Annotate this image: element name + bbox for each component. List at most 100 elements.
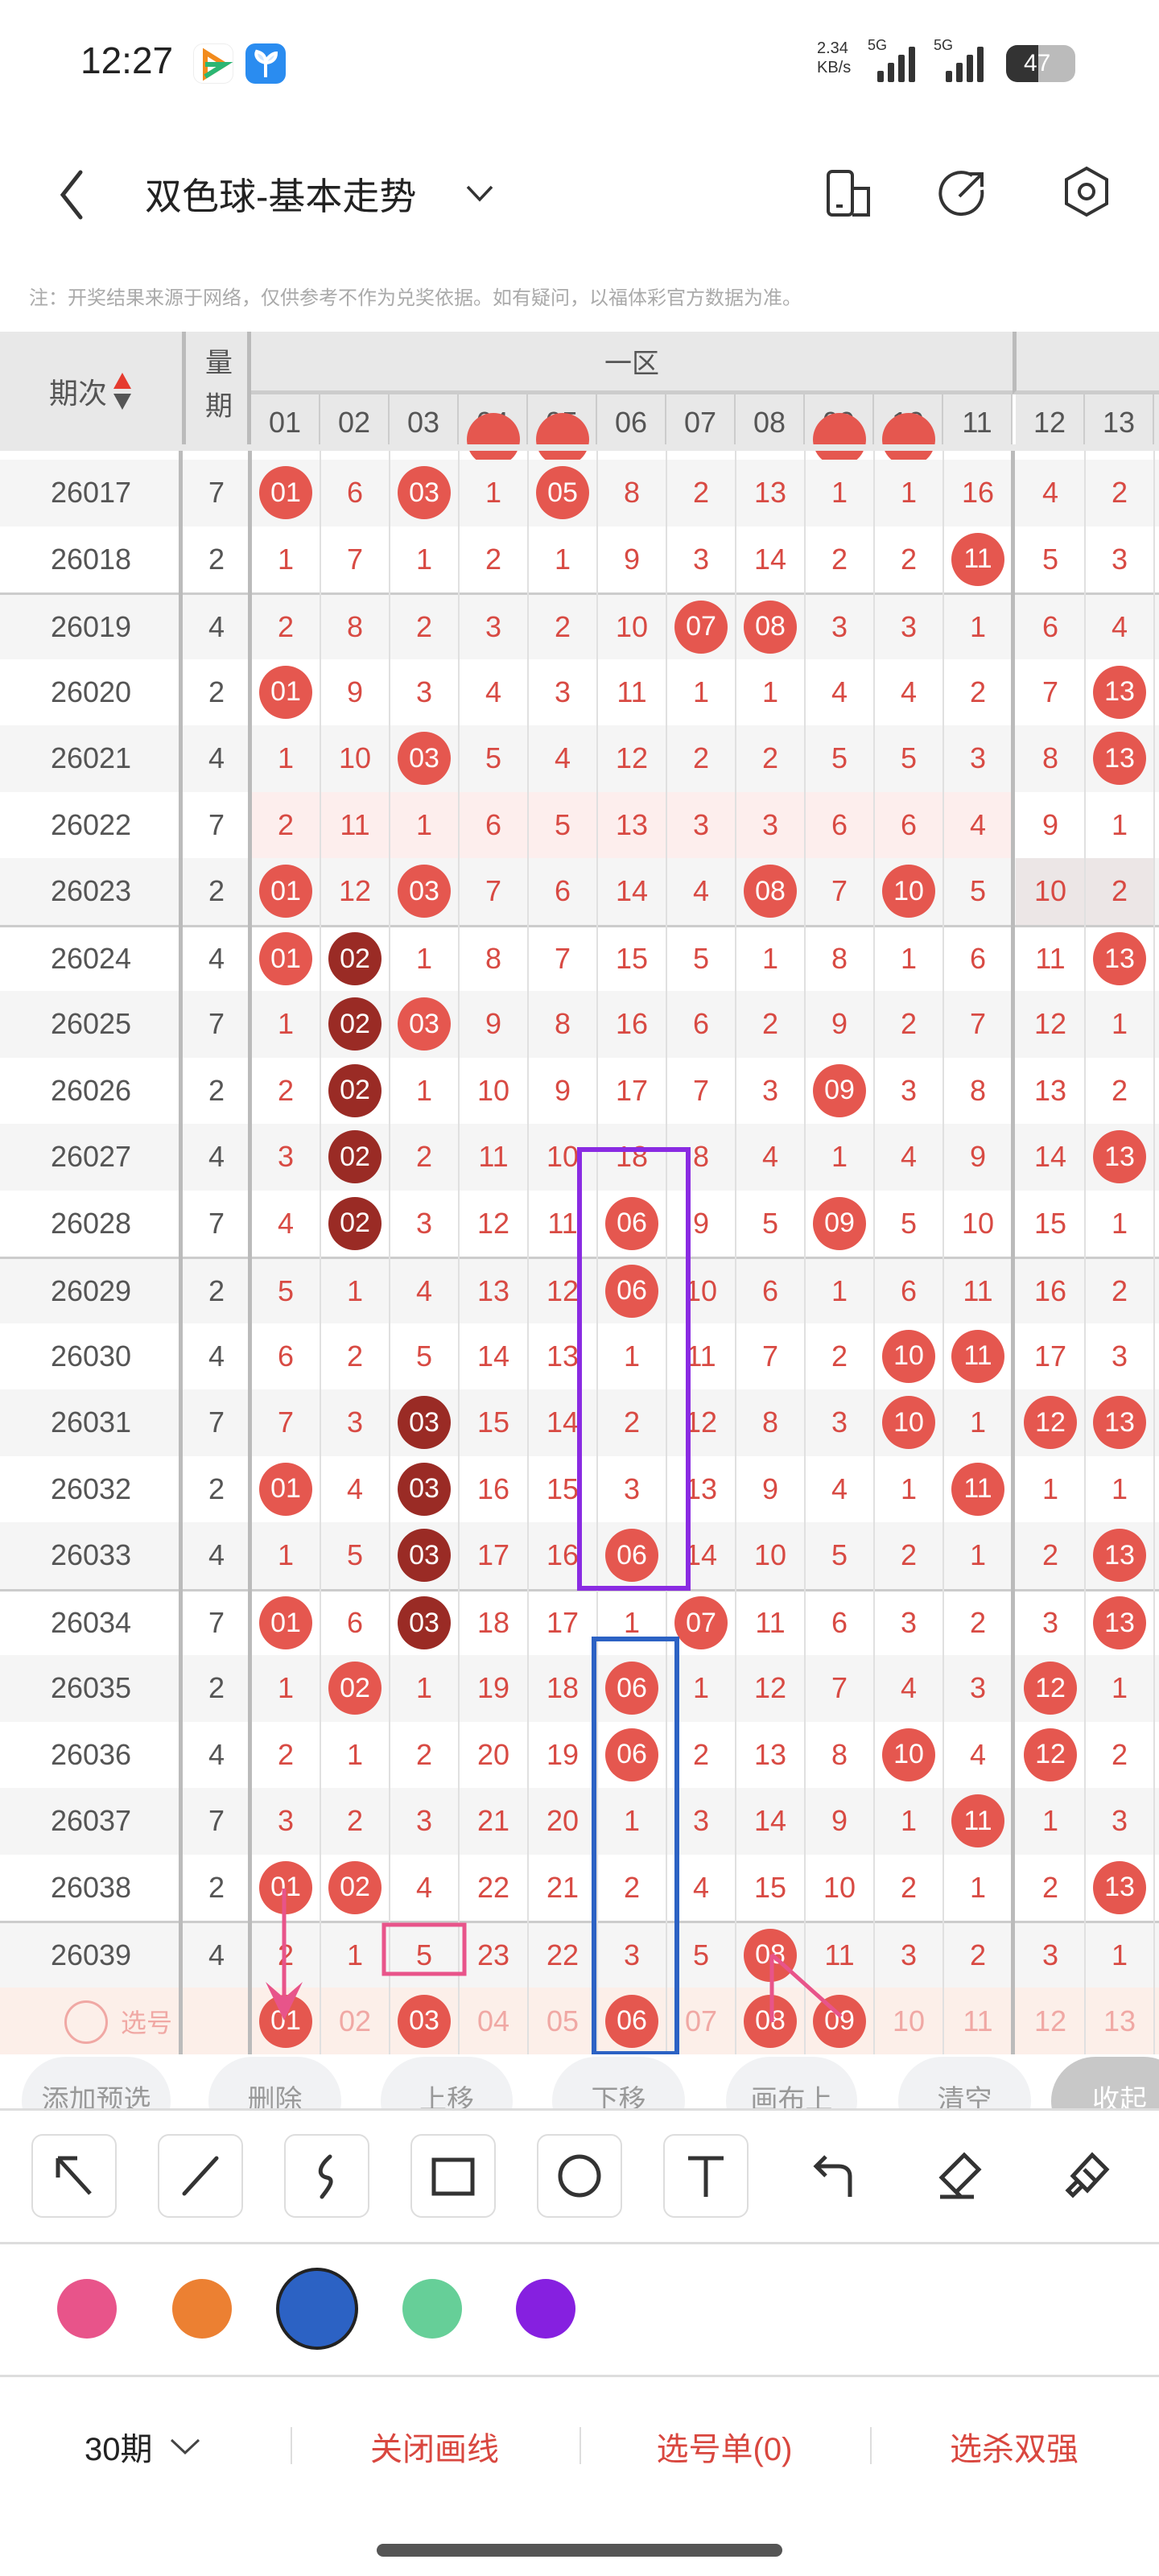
number-cell[interactable]: 10 [753, 1538, 787, 1572]
number-cell[interactable]: 8 [1041, 741, 1059, 775]
number-cell[interactable]: 2 [623, 1870, 641, 1904]
undo-icon[interactable] [810, 2152, 858, 2204]
number-cell[interactable]: 06 [597, 1259, 666, 1323]
number-cell[interactable]: 01 [251, 1456, 320, 1523]
number-cell[interactable]: 4 [277, 1206, 295, 1240]
number-cell[interactable]: 9 [554, 1073, 571, 1107]
number-cell[interactable]: 12 [1016, 1389, 1085, 1456]
number-cell[interactable]: 15 [476, 1406, 510, 1439]
number-cell[interactable]: 11 [755, 1606, 786, 1640]
number-cell[interactable]: 10 [338, 741, 372, 775]
number-cell[interactable]: 3 [692, 1804, 710, 1838]
number-cell[interactable]: 01 [251, 659, 320, 726]
number-cell[interactable]: 13 [546, 1339, 580, 1373]
number-cell[interactable]: 7 [969, 1007, 987, 1041]
number-cell[interactable]: 5 [554, 807, 571, 841]
number-cell[interactable]: 14 [476, 1339, 510, 1373]
number-cell[interactable]: 7 [485, 874, 502, 908]
number-cell[interactable]: 2 [415, 1140, 433, 1174]
number-cell[interactable]: 2 [277, 1073, 295, 1107]
number-cell[interactable]: 2 [900, 1870, 918, 1904]
color-swatch[interactable] [276, 2268, 358, 2350]
number-cell[interactable]: 1 [900, 1804, 918, 1838]
number-cell[interactable]: 7 [1041, 675, 1059, 708]
table-row[interactable]: 26019 4 2 8 2 3 2 10 07 08 3 3 1 6 4 [0, 592, 1159, 659]
select-number[interactable]: 12 [1033, 2004, 1067, 2037]
number-cell[interactable]: 10 [1033, 874, 1067, 908]
number-cell[interactable]: 8 [692, 1140, 710, 1174]
number-cell[interactable]: 5 [831, 1538, 848, 1572]
number-cell[interactable]: 2 [277, 1737, 295, 1771]
number-cell[interactable]: 17 [476, 1538, 510, 1572]
select-number[interactable]: 02 [338, 2004, 372, 2037]
color-swatch[interactable] [402, 2279, 462, 2339]
number-cell[interactable]: 1 [415, 1671, 433, 1705]
number-cell[interactable]: 1 [1111, 1206, 1128, 1240]
number-cell[interactable]: 06 [597, 1722, 666, 1789]
number-cell[interactable]: 1 [969, 1538, 987, 1572]
number-cell[interactable]: 3 [277, 1804, 295, 1838]
number-cell[interactable]: 3 [692, 542, 710, 576]
number-cell[interactable]: 19 [546, 1737, 580, 1771]
number-cell[interactable]: 06 [597, 1191, 666, 1257]
number-cell[interactable]: 3 [761, 807, 779, 841]
table-row[interactable]: 26024 4 01 02 1 8 7 15 5 1 8 1 6 11 13 [0, 924, 1159, 992]
number-cell[interactable]: 3 [900, 1938, 918, 1971]
number-cell[interactable]: 09 [805, 1058, 874, 1125]
number-cell[interactable]: 3 [485, 609, 502, 643]
number-cell[interactable]: 8 [761, 1406, 779, 1439]
number-cell[interactable]: 13 [1085, 659, 1154, 726]
number-cell[interactable]: 15 [753, 1870, 787, 1904]
number-cell[interactable]: 10 [874, 1722, 943, 1789]
number-cell[interactable]: 6 [831, 1606, 848, 1640]
number-cell[interactable]: 8 [831, 942, 848, 976]
number-cell[interactable]: 1 [346, 1938, 364, 1971]
device-icon[interactable] [825, 169, 873, 221]
number-cell[interactable]: 7 [692, 1073, 710, 1107]
move-up-button[interactable]: 上移 [381, 2057, 513, 2108]
number-cell[interactable]: 3 [900, 609, 918, 643]
number-cell[interactable]: 1 [1111, 1671, 1128, 1705]
number-cell[interactable]: 4 [415, 1870, 433, 1904]
number-cell[interactable]: 1 [415, 942, 433, 976]
number-cell[interactable]: 2 [831, 542, 848, 576]
number-cell[interactable]: 01 [251, 460, 320, 526]
number-cell[interactable]: 11 [943, 1788, 1013, 1855]
number-cell[interactable]: 7 [346, 542, 364, 576]
number-cell[interactable]: 02 [320, 927, 390, 992]
number-cell[interactable]: 02 [320, 991, 390, 1058]
number-cell[interactable]: 5 [761, 1206, 779, 1240]
number-cell[interactable]: 7 [831, 1671, 848, 1705]
number-cell[interactable]: 9 [1041, 807, 1059, 841]
number-cell[interactable]: 5 [485, 741, 502, 775]
number-cell[interactable]: 13 [615, 807, 649, 841]
number-cell[interactable]: 9 [623, 542, 641, 576]
number-cell[interactable]: 16 [1033, 1274, 1067, 1307]
number-cell[interactable]: 7 [831, 874, 848, 908]
number-cell[interactable]: 1 [1111, 1472, 1128, 1505]
number-cell[interactable]: 4 [831, 1472, 848, 1505]
number-cell[interactable]: 1 [623, 1804, 641, 1838]
number-cell[interactable]: 2 [900, 542, 918, 576]
number-cell[interactable]: 17 [546, 1606, 580, 1640]
number-cell[interactable]: 3 [554, 675, 571, 708]
number-cell[interactable]: 03 [390, 1389, 459, 1456]
number-cell[interactable]: 5 [969, 874, 987, 908]
number-cell[interactable]: 3 [969, 1671, 987, 1705]
number-cell[interactable]: 2 [900, 1538, 918, 1572]
number-cell[interactable]: 4 [761, 1140, 779, 1174]
number-cell[interactable]: 8 [623, 476, 641, 510]
number-cell[interactable]: 9 [831, 1804, 848, 1838]
number-cell[interactable]: 1 [692, 675, 710, 708]
number-cell[interactable]: 13 [1085, 1124, 1154, 1191]
number-cell[interactable]: 12 [338, 874, 372, 908]
number-cell[interactable]: 2 [485, 542, 502, 576]
number-cell[interactable]: 18 [546, 1671, 580, 1705]
number-cell[interactable]: 1 [277, 542, 295, 576]
number-cell[interactable]: 2 [554, 609, 571, 643]
number-cell[interactable]: 18 [615, 1140, 649, 1174]
number-cell[interactable]: 1 [415, 1073, 433, 1107]
number-cell[interactable]: 4 [1041, 476, 1059, 510]
number-cell[interactable]: 13 [1085, 1389, 1154, 1456]
number-cell[interactable]: 10 [476, 1073, 510, 1107]
